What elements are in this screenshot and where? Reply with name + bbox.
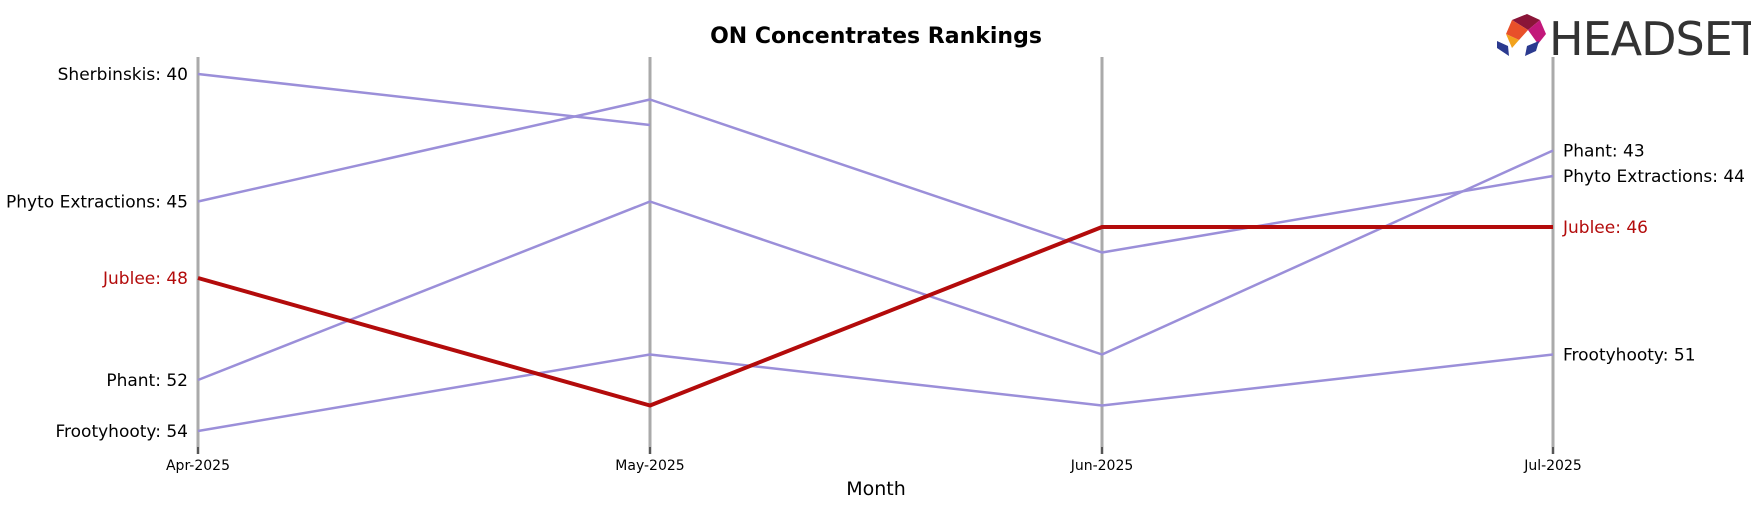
series-line-frootyhooty (197, 353, 1554, 433)
left-label-jublee: Jublee: 48 (102, 269, 188, 289)
series-line-sherbinskis (197, 72, 651, 127)
left-label-phyto-extractions: Phyto Extractions: 45 (6, 193, 188, 213)
left-label-frootyhooty: Frootyhooty: 54 (55, 422, 188, 442)
x-tick-label-apr-2025: Apr-2025 (166, 458, 230, 474)
series-line-jublee (197, 225, 1553, 408)
x-tick-label-jul-2025: Jul-2025 (1523, 458, 1582, 474)
series-line-phyto-extractions (197, 98, 1554, 254)
x-tick-label-may-2025: May-2025 (615, 458, 684, 474)
right-label-phant: Phant: 43 (1563, 142, 1645, 162)
right-label-phyto-extractions: Phyto Extractions: 44 (1563, 167, 1745, 187)
headset-logo-wordmark: HEADSET (1549, 12, 1751, 66)
x-tick-label-jun-2025: Jun-2025 (1070, 458, 1134, 474)
right-label-jublee: Jublee: 46 (1562, 218, 1648, 238)
series-lines (197, 72, 1554, 433)
x-tick-labels: Apr-2025 May-2025 Jun-2025 Jul-2025 (166, 458, 1582, 474)
right-label-frootyhooty: Frootyhooty: 51 (1563, 346, 1696, 366)
chart-title: ON Concentrates Rankings (710, 24, 1042, 49)
month-axes (196, 57, 1555, 454)
series-labels: Sherbinskis: 40 Phyto Extractions: 45 Jubl… (6, 65, 1745, 442)
headset-logo-icon (1497, 14, 1546, 56)
x-axis-label: Month (846, 478, 906, 500)
headset-logo: HEADSET (1497, 12, 1751, 66)
series-line-phant (197, 149, 1554, 382)
left-label-sherbinskis: Sherbinskis: 40 (58, 65, 188, 85)
left-label-phant: Phant: 52 (106, 371, 188, 391)
